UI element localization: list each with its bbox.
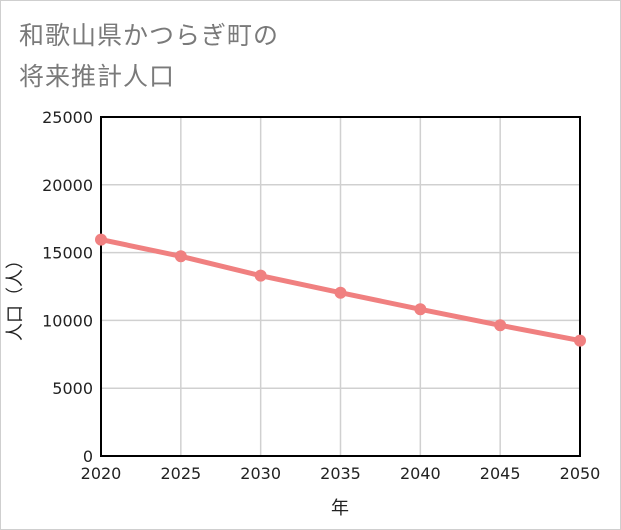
y-tick-label: 25000 <box>42 108 93 127</box>
data-point <box>574 334 586 347</box>
x-tick-label: 2030 <box>240 464 281 483</box>
x-tick-label: 2020 <box>81 464 122 483</box>
y-tick-label: 15000 <box>42 244 93 263</box>
data-point <box>494 319 507 332</box>
plot-area <box>100 116 581 457</box>
data-point <box>174 250 187 263</box>
y-tick-label: 0 <box>83 447 93 466</box>
x-tick-label: 2025 <box>160 464 201 483</box>
chart-title-line-1: 和歌山県かつらぎ町の <box>19 21 280 50</box>
x-tick-label: 2035 <box>320 464 361 483</box>
x-tick-label: 2050 <box>560 464 601 483</box>
y-tick-label: 10000 <box>42 311 93 330</box>
data-point <box>254 269 267 282</box>
data-point <box>334 286 347 299</box>
x-tick-label: 2040 <box>400 464 441 483</box>
data-point <box>414 303 427 316</box>
chart-title-line-2: 将来推計人口 <box>19 62 176 91</box>
grid <box>100 116 581 457</box>
data-point <box>95 233 107 246</box>
x-tick-label: 2045 <box>480 464 521 483</box>
x-axis-label: 年 <box>331 498 349 519</box>
y-axis-ticks: 0 5000 10000 15000 20000 25000 <box>42 108 93 466</box>
x-axis-ticks: 2020 2025 2030 2035 2040 2045 2050 <box>81 464 601 483</box>
chart-title: 和歌山県かつらぎ町の 将来推計人口 <box>19 15 279 97</box>
y-tick-label: 5000 <box>52 379 93 398</box>
series-layer <box>95 233 586 347</box>
y-axis-label: 人口（人） <box>5 251 26 341</box>
y-tick-label: 20000 <box>42 176 93 195</box>
